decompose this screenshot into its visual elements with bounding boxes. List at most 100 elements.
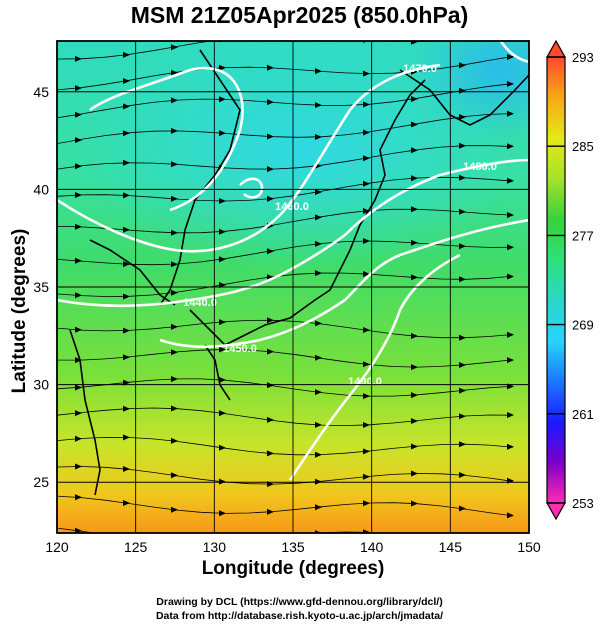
streamline-arrow: [171, 261, 178, 268]
streamline-arrow: [411, 364, 418, 371]
streamline-arrow: [267, 508, 274, 515]
streamline-arrow: [219, 64, 226, 71]
streamline-arrow: [363, 422, 370, 428]
streamline-arrow: [171, 506, 178, 513]
streamline-arrow: [267, 166, 274, 173]
contour-label: 1470.0: [403, 63, 437, 75]
streamline-arrow: [267, 450, 274, 457]
streamline-arrow: [459, 62, 466, 69]
streamline-arrow: [411, 121, 418, 128]
streamline-arrow: [363, 393, 370, 400]
streamline-arrow: [411, 470, 418, 477]
streamline-arrow: [315, 478, 322, 485]
streamline-arrow: [411, 41, 418, 45]
streamline-arrow: [507, 212, 514, 218]
streamline-arrow: [459, 334, 466, 341]
streamline-arrow: [363, 271, 370, 277]
plot-frame: [56, 40, 530, 534]
streamline-arrow: [75, 55, 82, 62]
streamline-arrow: [411, 274, 418, 281]
streamline-arrow: [459, 114, 466, 120]
contour-label: 1490.0: [348, 376, 382, 388]
streamline-arrow: [219, 444, 226, 451]
streamline-arrow: [123, 159, 130, 166]
streamline-arrow: [171, 229, 178, 236]
streamline: [57, 378, 514, 397]
streamline-arrow: [171, 289, 178, 296]
contour-labels: 1470.0 1480.0 1460.0 1450.0 1440.0 1490.0: [183, 63, 497, 388]
streamline-arrow: [507, 546, 514, 552]
streamline-arrow: [363, 473, 370, 480]
streamline-arrow: [507, 110, 514, 117]
credit-drawing: Drawing by DCL (https://www.gfd-dennou.o…: [156, 596, 443, 608]
streamline-arrow: [507, 244, 514, 251]
colorbar-tick-label: 285: [572, 139, 594, 154]
streamline-arrow: [171, 127, 178, 134]
streamline-arrow: [411, 96, 418, 102]
streamline-arrow: [363, 500, 370, 507]
streamline-arrow: [411, 533, 418, 539]
streamline-arrow: [123, 405, 130, 412]
colorbar-top-arrow: [545, 39, 567, 58]
streamline-arrow: [267, 133, 274, 140]
streamline-arrow: [123, 466, 130, 472]
colorbar-tick-label: 269: [572, 318, 594, 333]
x-tick-label: 135: [281, 539, 305, 555]
y-axis-label: Latitude (degrees): [9, 228, 30, 394]
streamline-arrow: [459, 413, 466, 420]
streamline: [57, 272, 514, 297]
streamline-arrow: [171, 376, 178, 382]
streamline-arrow: [507, 177, 514, 184]
streamline-arrow: [123, 327, 130, 334]
streamline-arrow: [123, 293, 130, 300]
streamline-arrow: [411, 206, 418, 213]
streamline-arrow: [267, 416, 274, 423]
streamline-arrow: [315, 389, 322, 396]
streamline-arrow: [411, 333, 418, 339]
streamline-arrow: [363, 238, 370, 244]
streamline-arrow: [75, 435, 82, 442]
streamline-arrow: [123, 500, 130, 506]
streamline-arrow: [123, 51, 130, 58]
streamline-arrow: [171, 405, 178, 412]
y-tick-label: 40: [33, 181, 49, 197]
streamline-arrow: [171, 161, 178, 168]
streamline-arrow: [219, 410, 226, 417]
streamline-arrow: [459, 243, 466, 250]
x-axis-label: Longitude (degrees): [201, 558, 385, 579]
streamline-arrow: [267, 64, 274, 71]
streamline-arrow: [123, 354, 130, 361]
streamline-arrow: [411, 500, 418, 507]
streamline-arrow: [363, 101, 370, 108]
streamline-arrow: [219, 282, 226, 288]
streamline: [57, 407, 514, 427]
streamline-arrow: [75, 137, 82, 144]
colorbar: 293 285 277 269 261 253: [545, 39, 594, 521]
contour-label: 1450.0: [223, 343, 257, 355]
streamline-arrow: [171, 539, 178, 545]
y-tick-label: 45: [33, 84, 49, 100]
y-tick-label: 30: [33, 377, 49, 393]
streamline-arrow: [171, 195, 178, 202]
streamline-arrow: [267, 195, 274, 202]
colorbar-tick-label: 261: [572, 407, 594, 422]
streamline-arrow: [411, 239, 418, 246]
credit-data: Data from http://database.rish.kyoto-u.a…: [155, 610, 444, 622]
plot-area: 1470.0 1480.0 1460.0 1450.0 1440.0 1490.0: [57, 34, 529, 552]
streamline-arrow: [507, 54, 514, 60]
streamline-arrow: [219, 346, 226, 353]
streamline-arrow: [507, 143, 514, 150]
streamline-arrow: [219, 256, 226, 263]
streamline-arrow: [75, 326, 82, 333]
colorbar-bottom-arrow: [545, 502, 567, 521]
streamline-arrow: [459, 472, 466, 478]
streamline-arrow: [315, 354, 322, 361]
streamline-arrow: [507, 357, 514, 364]
streamline-arrow: [507, 331, 514, 338]
streamline-arrow: [75, 192, 82, 198]
streamline-arrow: [219, 228, 226, 235]
streamline-arrow: [459, 387, 466, 394]
streamline-arrow: [219, 376, 226, 383]
streamline-arrow: [315, 34, 322, 40]
